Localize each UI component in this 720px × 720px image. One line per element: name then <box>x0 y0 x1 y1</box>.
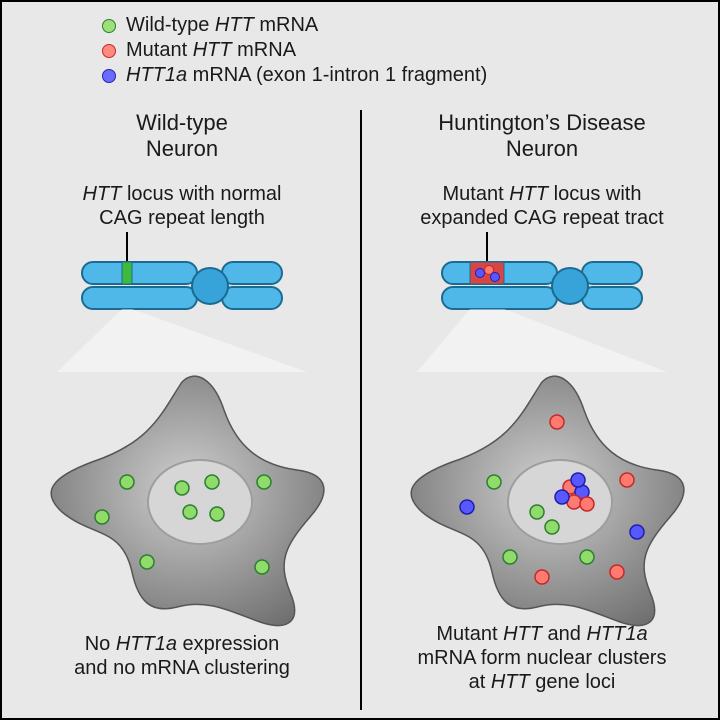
right-diagram <box>382 232 702 632</box>
mrna-dot-red <box>550 415 564 429</box>
left-diagram <box>22 232 342 632</box>
nucleus <box>148 460 252 544</box>
mrna-dot-green <box>503 550 517 564</box>
mrna-dot-green <box>95 510 109 524</box>
locus-cluster-dot <box>476 269 485 278</box>
mrna-dot-blue <box>555 490 569 504</box>
legend-dot-green <box>102 19 116 33</box>
legend-item-htt1a: HTT1a mRNA (exon 1-intron 1 fragment) <box>102 64 487 87</box>
zoom-cone <box>417 309 667 372</box>
mrna-dot-blue <box>571 473 585 487</box>
zoom-cone <box>57 309 307 372</box>
mrna-dot-green <box>580 550 594 564</box>
legend-item-mut: Mutant HTT mRNA <box>102 39 487 62</box>
mrna-dot-blue <box>630 525 644 539</box>
figure-canvas: Wild-type HTT mRNA Mutant HTT mRNA HTT1a… <box>0 0 720 720</box>
legend-dot-red <box>102 44 116 58</box>
mrna-dot-green <box>205 475 219 489</box>
left-bottom-caption: No HTT1a expression and no mRNA clusteri… <box>22 632 342 680</box>
right-bottom-caption: Mutant HTT and HTT1a mRNA form nuclear c… <box>382 622 702 694</box>
mrna-dot-green <box>487 475 501 489</box>
mrna-dot-green <box>255 560 269 574</box>
chromosome-mut <box>442 262 642 309</box>
legend: Wild-type HTT mRNA Mutant HTT mRNA HTT1a… <box>102 14 487 89</box>
mrna-dot-green <box>183 505 197 519</box>
legend-label-mut: Mutant HTT mRNA <box>126 39 296 62</box>
mrna-dot-green <box>530 505 544 519</box>
vertical-divider <box>360 110 362 710</box>
left-panel-title: Wild-typeNeuron <box>12 110 352 163</box>
mrna-dot-green <box>140 555 154 569</box>
legend-dot-blue <box>102 69 116 83</box>
chromosome-wt <box>82 262 282 309</box>
legend-label-htt1a: HTT1a mRNA (exon 1-intron 1 fragment) <box>126 64 487 87</box>
mrna-dot-red <box>620 473 634 487</box>
mrna-dot-green <box>120 475 134 489</box>
wt-locus-band <box>122 262 132 284</box>
legend-item-wt: Wild-type HTT mRNA <box>102 14 487 37</box>
locus-cluster-dot <box>491 273 500 282</box>
mrna-dot-green <box>257 475 271 489</box>
left-locus-caption: HTT locus with normal CAG repeat length <box>22 182 342 230</box>
mrna-dot-green <box>545 520 559 534</box>
mrna-dot-green <box>210 507 224 521</box>
right-panel-title: Huntington’s DiseaseNeuron <box>372 110 712 163</box>
mrna-dot-red <box>535 570 549 584</box>
mrna-dot-red <box>610 565 624 579</box>
neuron-hd <box>411 376 684 625</box>
right-locus-caption: Mutant HTT locus with expanded CAG repea… <box>382 182 702 230</box>
mrna-dot-red <box>580 497 594 511</box>
neuron-wt <box>51 376 324 625</box>
mrna-dot-blue <box>460 500 474 514</box>
legend-label-wt: Wild-type HTT mRNA <box>126 14 318 37</box>
mrna-dot-green <box>175 481 189 495</box>
